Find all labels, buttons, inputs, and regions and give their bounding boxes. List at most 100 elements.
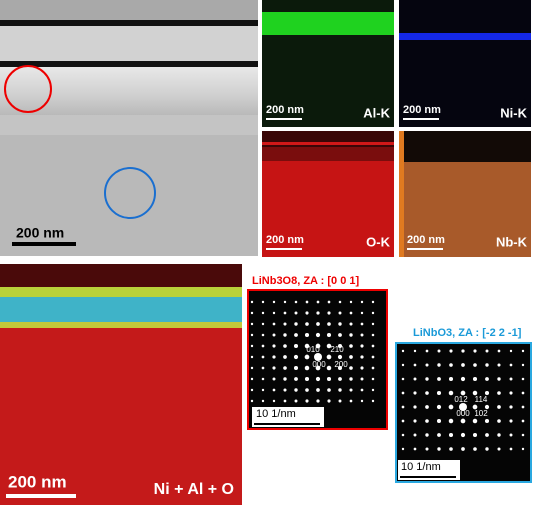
diffraction-spot <box>497 363 501 367</box>
index-label: 012 <box>454 395 468 404</box>
diffraction-spot <box>349 388 353 392</box>
diffraction-spot <box>305 311 309 315</box>
diffraction-spot <box>261 300 265 304</box>
diffraction-spot <box>448 390 454 396</box>
diffraction-spot <box>449 363 453 367</box>
diffraction-spot <box>327 300 331 304</box>
diffraction-spot <box>294 388 298 392</box>
diffraction-spot <box>497 447 501 451</box>
diffraction-spot <box>472 390 478 396</box>
diffraction-spot <box>338 311 342 315</box>
diffraction-spot <box>294 333 298 337</box>
diffraction-spot <box>371 399 375 403</box>
diffraction-spot <box>304 376 310 382</box>
diffraction-spot <box>261 355 265 359</box>
diffraction-spot <box>460 418 466 424</box>
diffraction-spot <box>349 355 353 359</box>
diffraction-spot <box>283 333 287 337</box>
diffraction-spot <box>349 322 353 326</box>
diffraction-spot <box>413 405 417 409</box>
map-band <box>399 131 531 162</box>
diffraction-spot <box>250 399 254 403</box>
diffraction-spot <box>425 405 429 409</box>
diffraction-spot <box>283 399 287 403</box>
diffraction-spot <box>497 419 501 423</box>
diffraction-spot <box>283 311 287 315</box>
diffraction-spot <box>371 322 375 326</box>
diffraction-spot <box>250 388 254 392</box>
diffraction-spot <box>425 391 429 395</box>
diffraction-spot <box>261 311 265 315</box>
diffraction-spot <box>413 419 417 423</box>
diffraction-spot <box>349 399 353 403</box>
diffraction-spot <box>485 377 489 381</box>
scale-bar <box>266 118 302 120</box>
diffraction-spot <box>294 399 298 403</box>
index-label: 010 <box>306 345 320 354</box>
diffraction-spot <box>497 391 501 395</box>
diffraction-spot <box>315 343 321 349</box>
diffraction-spot <box>272 311 276 315</box>
diffraction-spot <box>338 388 342 392</box>
diffraction-spot <box>509 433 513 437</box>
diffraction-spot <box>316 300 320 304</box>
diffraction-spot <box>338 377 342 381</box>
diffraction-spot <box>401 377 405 381</box>
diffraction-spot <box>401 391 405 395</box>
diffraction-spot <box>461 363 465 367</box>
diffraction-spot <box>437 363 441 367</box>
tem-layer <box>0 61 258 67</box>
diffraction-spot <box>437 433 441 437</box>
diffraction-spot <box>294 300 298 304</box>
diffraction-spot <box>283 366 287 370</box>
diffraction-spot <box>485 363 489 367</box>
scale-bar <box>407 248 443 250</box>
diffraction-spot <box>327 399 331 403</box>
diffraction-spot <box>473 349 477 353</box>
diffraction-spot <box>425 349 429 353</box>
diffraction-spot <box>305 388 309 392</box>
overlay-band <box>0 287 242 297</box>
diffraction-spot <box>293 365 299 371</box>
diffraction-spot <box>283 377 287 381</box>
diffraction-spot <box>521 363 525 367</box>
diffraction-spot <box>272 344 276 348</box>
map-band <box>262 12 394 35</box>
diffraction-spot <box>250 377 254 381</box>
diffraction-panel: LiNbO3, ZA : [-2 2 -1] 012 114 000 102 1… <box>395 327 532 483</box>
diffraction-spot <box>272 333 276 337</box>
diffraction-spot <box>509 363 513 367</box>
diffraction-spot <box>261 399 265 403</box>
diffraction-spot <box>272 322 276 326</box>
diffraction-spot <box>460 432 466 438</box>
diffraction-spot <box>349 300 353 304</box>
diffraction-spot <box>360 311 364 315</box>
map-band <box>262 147 394 161</box>
scale-box <box>398 460 460 480</box>
index-label: 000 <box>312 360 326 369</box>
diffraction-spot <box>360 377 364 381</box>
index-label: 200 <box>334 360 348 369</box>
map-label: Al-K <box>363 105 390 120</box>
diffraction-spot <box>497 405 501 409</box>
scale-bar <box>403 118 439 120</box>
map-al: 200 nm Al-K <box>262 0 394 127</box>
diffraction-spot <box>425 419 429 423</box>
diffraction-spot <box>327 322 331 326</box>
red-circle <box>4 65 52 113</box>
diffraction-spot <box>250 322 254 326</box>
diffraction-spot <box>316 311 320 315</box>
diffraction-spot <box>250 366 254 370</box>
diffraction-spot <box>521 349 525 353</box>
diffraction-spot <box>448 432 454 438</box>
diffraction-spot <box>509 349 513 353</box>
diffraction-spot <box>272 377 276 381</box>
diffraction-spot <box>509 447 513 451</box>
diffraction-spot <box>349 377 353 381</box>
diffraction-spot <box>338 300 342 304</box>
diffraction-spot <box>473 363 477 367</box>
diffraction-spot <box>509 377 513 381</box>
diffraction-spot <box>272 388 276 392</box>
diffraction-spot <box>360 366 364 370</box>
diffraction-spot <box>472 418 478 424</box>
